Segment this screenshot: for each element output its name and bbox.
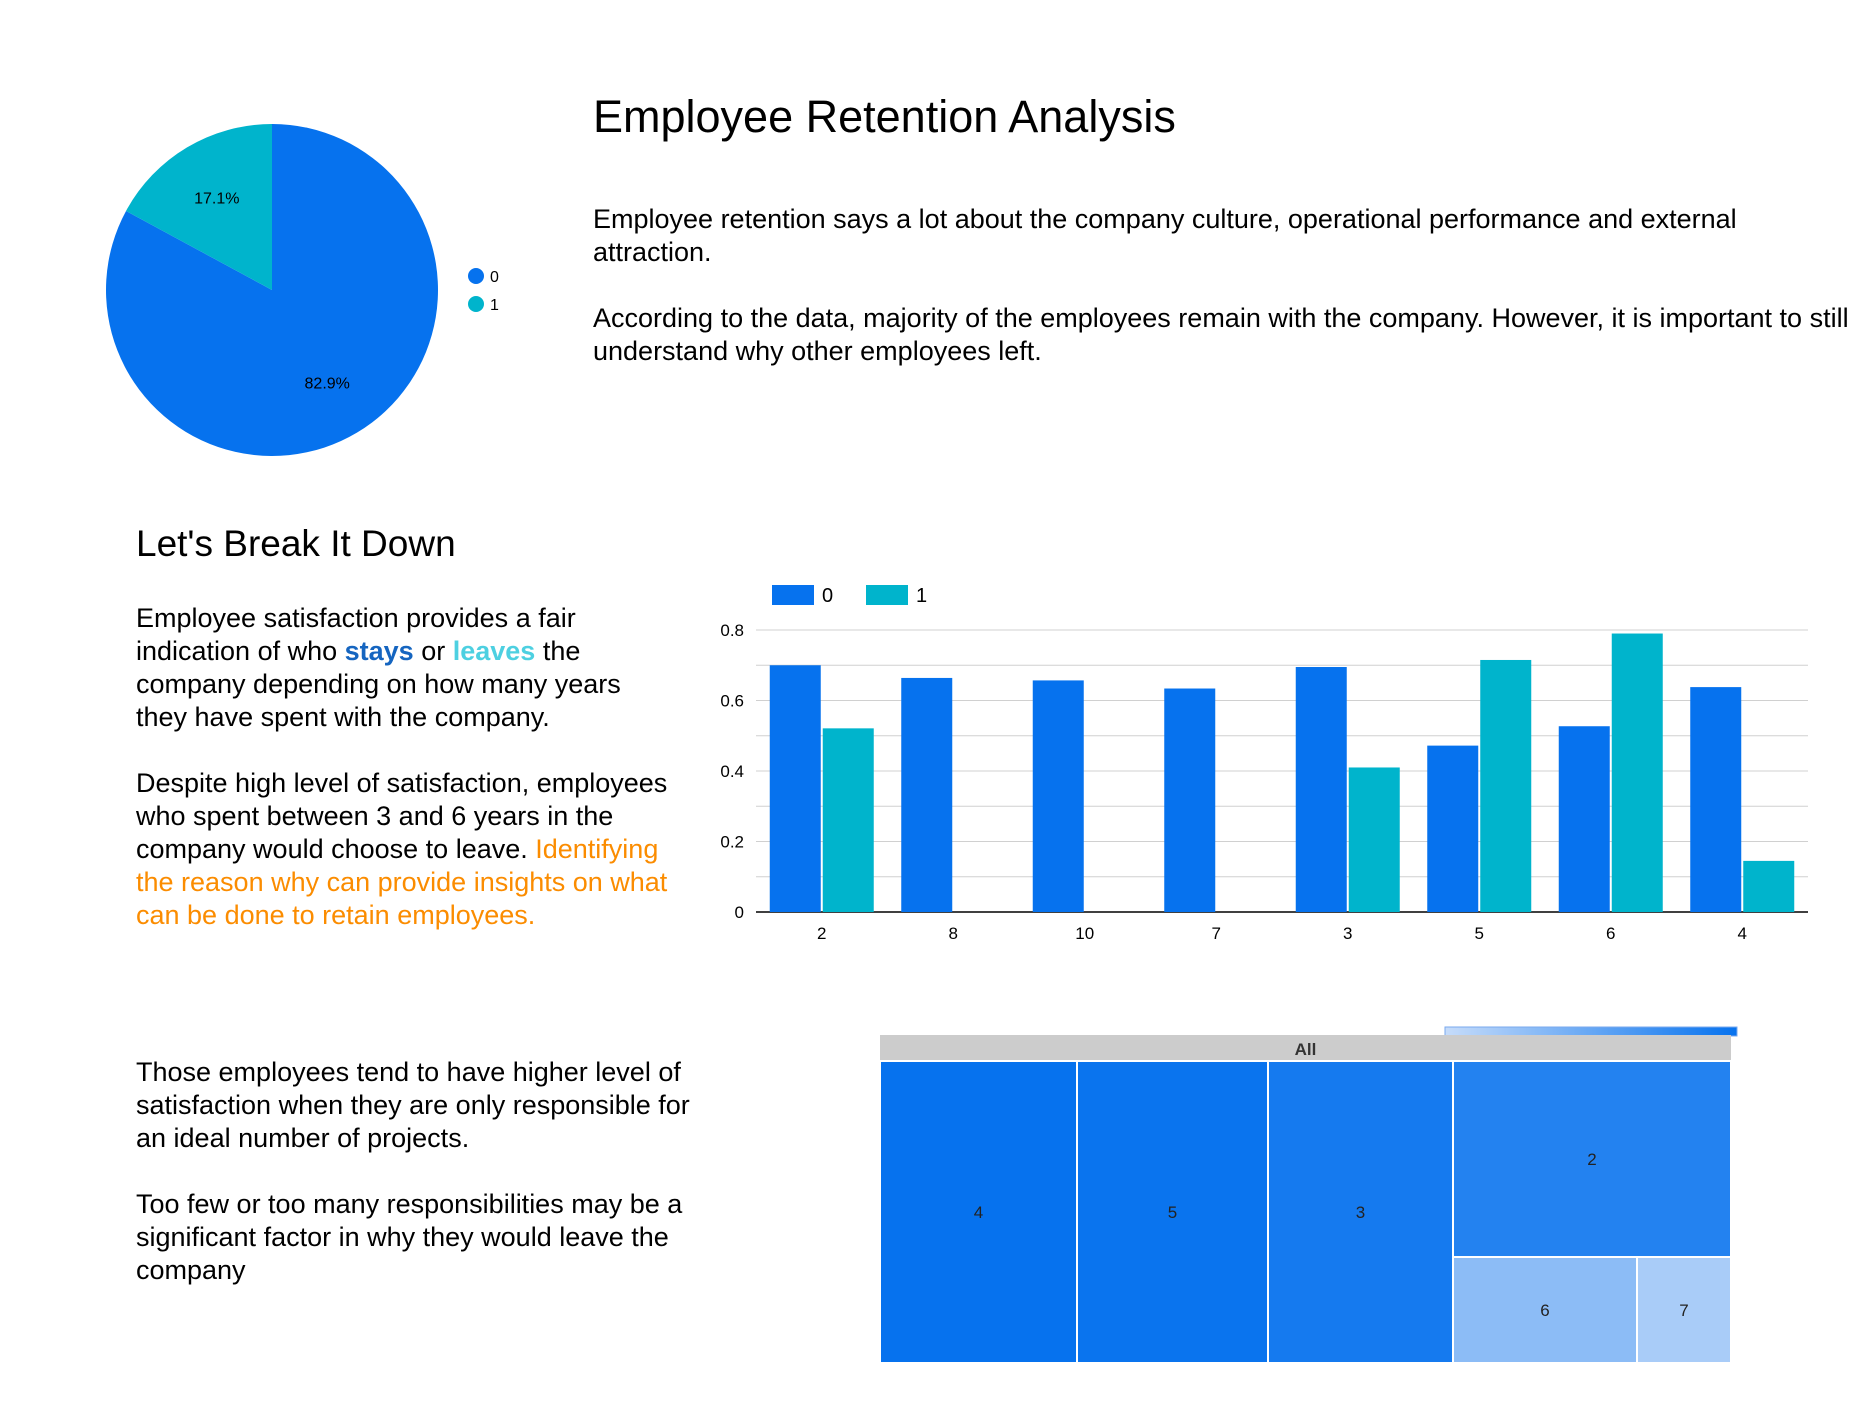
x-tick-label: 10 bbox=[1075, 924, 1094, 943]
x-tick-label: 6 bbox=[1606, 924, 1615, 943]
breakdown-text: Employee satisfaction provides a fair in… bbox=[136, 602, 676, 965]
bar-legend-swatch-0 bbox=[772, 585, 814, 605]
section-heading: Let's Break It Down bbox=[136, 523, 456, 564]
treemap-cell-3 bbox=[1267, 1060, 1454, 1364]
x-tick-label: 3 bbox=[1343, 924, 1352, 943]
pie-slice-0 bbox=[106, 124, 438, 456]
bar-0-cat-4 bbox=[1690, 687, 1742, 912]
treemap-root-label: All bbox=[1295, 1040, 1317, 1059]
projects-paragraph-2: Too few or too many responsibilities may… bbox=[136, 1189, 683, 1285]
bar-x-ticks: 2 8 10 7 3 5 6 4 bbox=[817, 924, 1747, 943]
intro-text: Employee retention says a lot about the … bbox=[593, 203, 1853, 401]
projects-treemap: All 4 5 3 2 6 7 bbox=[879, 1026, 1738, 1364]
intro-paragraph-1: Employee retention says a lot about the … bbox=[593, 204, 1737, 267]
bar-1-cat-2 bbox=[822, 728, 874, 912]
legend-label-0: 0 bbox=[490, 269, 499, 286]
bar-0-cat-10 bbox=[1032, 680, 1084, 912]
bar-1-cat-5 bbox=[1480, 659, 1532, 912]
intro-paragraph-2: According to the data, majority of the e… bbox=[593, 303, 1849, 366]
legend-label-1: 1 bbox=[490, 297, 499, 314]
treemap-cell-label: 7 bbox=[1679, 1301, 1688, 1320]
treemap-cell-label: 3 bbox=[1356, 1203, 1365, 1222]
bar-0-cat-2 bbox=[769, 665, 821, 912]
y-tick-label: 0.4 bbox=[720, 762, 744, 781]
x-tick-label: 4 bbox=[1738, 924, 1747, 943]
bar-legend-label-0: 0 bbox=[822, 585, 833, 607]
projects-paragraph-1: Those employees tend to have higher leve… bbox=[136, 1057, 690, 1153]
page-title: Employee Retention Analysis bbox=[593, 91, 1176, 142]
treemap-cells: All 4 5 3 2 6 7 bbox=[879, 1035, 1732, 1364]
x-tick-label: 5 bbox=[1475, 924, 1484, 943]
bar-y-ticks: 0 0.2 0.4 0.6 0.8 bbox=[720, 621, 744, 922]
treemap-cell-6 bbox=[1452, 1256, 1638, 1364]
breakdown-paragraph-1: Employee satisfaction provides a fair in… bbox=[136, 602, 676, 734]
projects-text: Those employees tend to have higher leve… bbox=[136, 1056, 726, 1320]
bar-1-cat-3 bbox=[1348, 767, 1400, 912]
y-tick-label: 0.2 bbox=[720, 833, 744, 852]
bar-0-cat-3 bbox=[1295, 667, 1347, 912]
bar-1-cat-6 bbox=[1611, 633, 1663, 912]
breakdown-paragraph-2: Despite high level of satisfaction, empl… bbox=[136, 767, 676, 932]
treemap-cell-label: 6 bbox=[1540, 1301, 1549, 1320]
y-tick-label: 0.8 bbox=[720, 621, 744, 640]
text-span: the company depending on how many years … bbox=[136, 636, 621, 732]
stays-highlight: stays bbox=[344, 636, 414, 666]
treemap-cell-label: 2 bbox=[1587, 1150, 1596, 1169]
legend-swatch-1 bbox=[468, 296, 484, 312]
y-tick-label: 0.6 bbox=[720, 692, 744, 711]
bar-legend-swatch-1 bbox=[866, 585, 908, 605]
x-tick-label: 8 bbox=[949, 924, 958, 943]
pie-legend: 01 bbox=[468, 268, 499, 314]
treemap-cell-7 bbox=[1636, 1256, 1732, 1364]
pie-value-label: 82.9% bbox=[305, 376, 350, 393]
pie-slices bbox=[106, 124, 438, 456]
bar-marks bbox=[769, 633, 1795, 912]
insight-highlight: Identifying the reason why can provide i… bbox=[136, 834, 668, 930]
text-span: or bbox=[413, 636, 453, 666]
retention-pie-chart: 82.9%17.1% 01 bbox=[106, 124, 499, 456]
bar-0-cat-5 bbox=[1427, 745, 1479, 912]
x-tick-label: 2 bbox=[817, 924, 826, 943]
bar-0-cat-7 bbox=[1164, 688, 1216, 912]
y-tick-label: 0 bbox=[735, 903, 744, 922]
pie-slice-1 bbox=[126, 124, 272, 290]
pie-value-label: 17.1% bbox=[194, 190, 239, 207]
treemap-root-header bbox=[880, 1035, 1731, 1061]
text-span: Despite high level of satisfaction, empl… bbox=[136, 768, 668, 864]
x-tick-label: 7 bbox=[1212, 924, 1221, 943]
bar-0-cat-6 bbox=[1558, 726, 1610, 912]
treemap-cell-4 bbox=[879, 1060, 1078, 1364]
treemap-cell-2 bbox=[1452, 1060, 1732, 1258]
bar-1-cat-4 bbox=[1743, 860, 1795, 912]
treemap-color-scale bbox=[1444, 1026, 1738, 1037]
treemap-cell-5 bbox=[1076, 1060, 1269, 1364]
leaves-highlight: leaves bbox=[452, 636, 536, 666]
treemap-cell-label: 4 bbox=[974, 1203, 983, 1222]
text-span: Employee satisfaction provides a fair in… bbox=[136, 603, 576, 666]
bar-legend-label-1: 1 bbox=[916, 585, 927, 607]
legend-swatch-0 bbox=[468, 268, 484, 284]
treemap-cell-label: 5 bbox=[1168, 1203, 1177, 1222]
pie-labels: 82.9% 17.1% bbox=[194, 190, 350, 392]
bar-0-cat-8 bbox=[901, 677, 953, 912]
